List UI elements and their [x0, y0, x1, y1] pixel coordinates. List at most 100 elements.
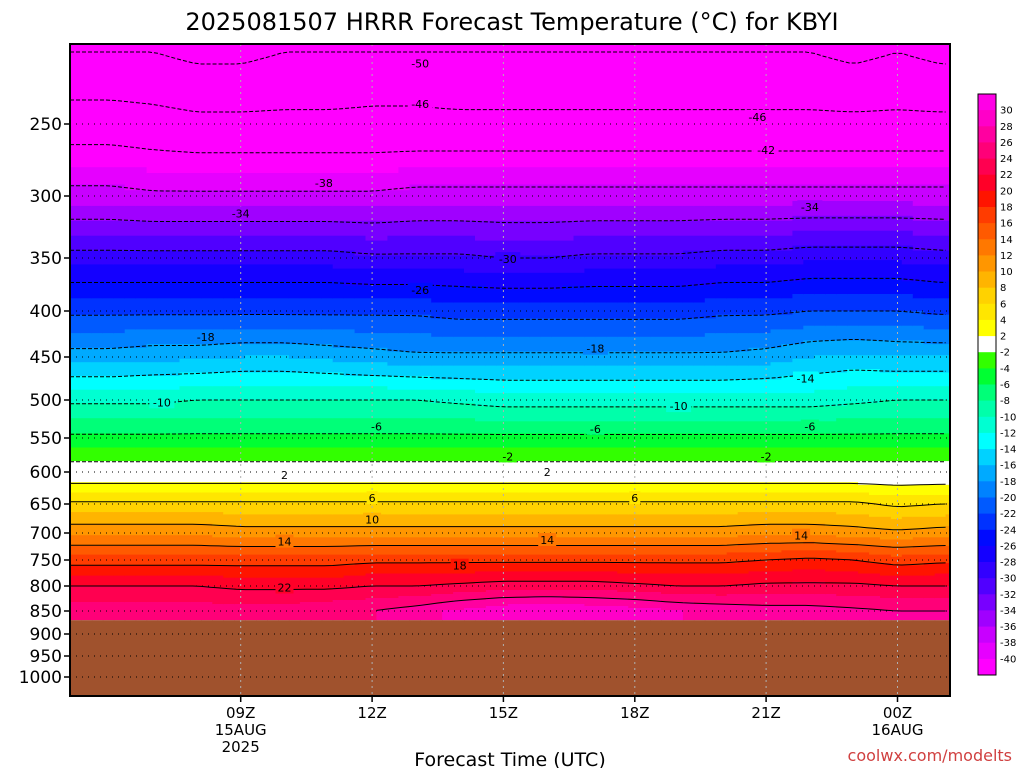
chart-title: 2025081507 HRRR Forecast Temperature (°C… — [185, 8, 838, 36]
fill-cell — [365, 205, 377, 222]
fill-cell — [639, 482, 651, 493]
fill-cell — [945, 355, 950, 374]
fill-cell — [135, 433, 148, 449]
fill-cell — [124, 235, 137, 252]
fill-cell — [562, 205, 574, 222]
fill-cell — [431, 482, 443, 493]
fill-cell — [573, 379, 585, 394]
isotherm-line — [70, 144, 946, 154]
fill-cell — [858, 277, 870, 295]
fill-cell — [803, 512, 815, 525]
isotherm-label: -34 — [797, 200, 823, 214]
fill-cell — [518, 393, 531, 407]
fill-cell — [113, 602, 126, 621]
fill-cell — [726, 421, 739, 435]
fill-cell — [267, 250, 279, 265]
fill-cell — [781, 558, 793, 572]
fill-cell — [442, 594, 454, 603]
fill-cell — [847, 608, 859, 621]
fill-cell — [442, 365, 454, 380]
fill-cell — [595, 220, 607, 237]
fill-cell — [628, 365, 640, 380]
fill-cell — [332, 347, 345, 363]
fill-cell — [409, 205, 421, 222]
fill-cell — [420, 400, 432, 419]
fill-cell — [299, 461, 312, 483]
fill-cell — [704, 393, 717, 407]
y-tick-label: 700 — [30, 524, 62, 544]
fill-cell — [288, 386, 301, 401]
fill-cell — [70, 461, 82, 483]
y-tick-label: 850 — [30, 602, 62, 622]
fill-cell — [376, 502, 388, 515]
fill-cell — [606, 546, 618, 556]
fill-cell — [267, 281, 279, 299]
fill-cell — [923, 586, 936, 599]
isotherm-label-bg — [586, 421, 605, 435]
fill-cell — [80, 44, 93, 168]
fill-cell — [814, 406, 826, 422]
fill-cell — [420, 365, 432, 377]
fill-column — [168, 44, 180, 621]
fill-cell — [672, 406, 684, 422]
fill-cell — [847, 184, 859, 202]
fill-cell — [212, 190, 224, 207]
fill-cell — [310, 44, 323, 174]
isotherm-label: -50 — [407, 56, 433, 71]
fill-cell — [945, 526, 950, 538]
fill-cell — [770, 512, 782, 525]
fill-cell — [91, 502, 104, 513]
fill-cell — [91, 433, 104, 449]
fill-cell — [880, 311, 892, 327]
fill-cell — [803, 311, 815, 327]
fill-cell — [825, 606, 837, 621]
fill-cell — [562, 220, 574, 242]
fill-cell — [278, 546, 290, 556]
fill-cell — [573, 220, 585, 237]
fill-cell — [781, 447, 793, 462]
fill-cell — [584, 351, 596, 367]
fill-cell — [803, 393, 815, 407]
fill-cell — [858, 552, 870, 562]
fill-cell — [70, 482, 82, 493]
fill-column — [485, 44, 498, 621]
fill-cell — [507, 546, 520, 556]
fill-cell — [496, 546, 509, 556]
fill-cell — [661, 492, 673, 504]
fill-cell — [475, 336, 487, 353]
fill-cell — [354, 461, 367, 483]
fill-cell — [836, 44, 848, 168]
fill-cell — [923, 400, 936, 419]
fill-cell — [748, 543, 761, 553]
fill-cell — [157, 190, 170, 207]
fill-cell — [234, 264, 246, 282]
fill-cell — [639, 318, 651, 338]
fill-cell — [847, 277, 859, 295]
fill-cell — [135, 586, 148, 603]
fill-cell — [201, 264, 213, 282]
fill-cell — [376, 546, 388, 556]
fill-cell — [179, 400, 191, 419]
fill-cell — [901, 418, 914, 434]
fill-cell — [507, 184, 520, 207]
fill-cell — [858, 546, 870, 554]
fill-cell — [759, 298, 772, 316]
fill-cell — [365, 375, 377, 387]
fill-cell — [245, 400, 257, 419]
fill-cell — [245, 44, 257, 174]
fill-cell — [595, 537, 607, 547]
fill-cell — [201, 205, 213, 222]
fill-cell — [124, 44, 137, 168]
ground-fill — [70, 620, 950, 696]
fill-cell — [485, 302, 498, 319]
fill-cell — [518, 289, 531, 304]
fill-cell — [923, 516, 936, 529]
fill-cell — [376, 554, 388, 564]
fill-cell — [847, 355, 859, 370]
fill-cell — [365, 386, 377, 401]
fill-cell — [726, 184, 739, 207]
fill-cell — [781, 571, 793, 585]
fill-cell — [398, 418, 410, 434]
fill-cell — [715, 44, 728, 168]
fill-cell — [409, 596, 421, 607]
